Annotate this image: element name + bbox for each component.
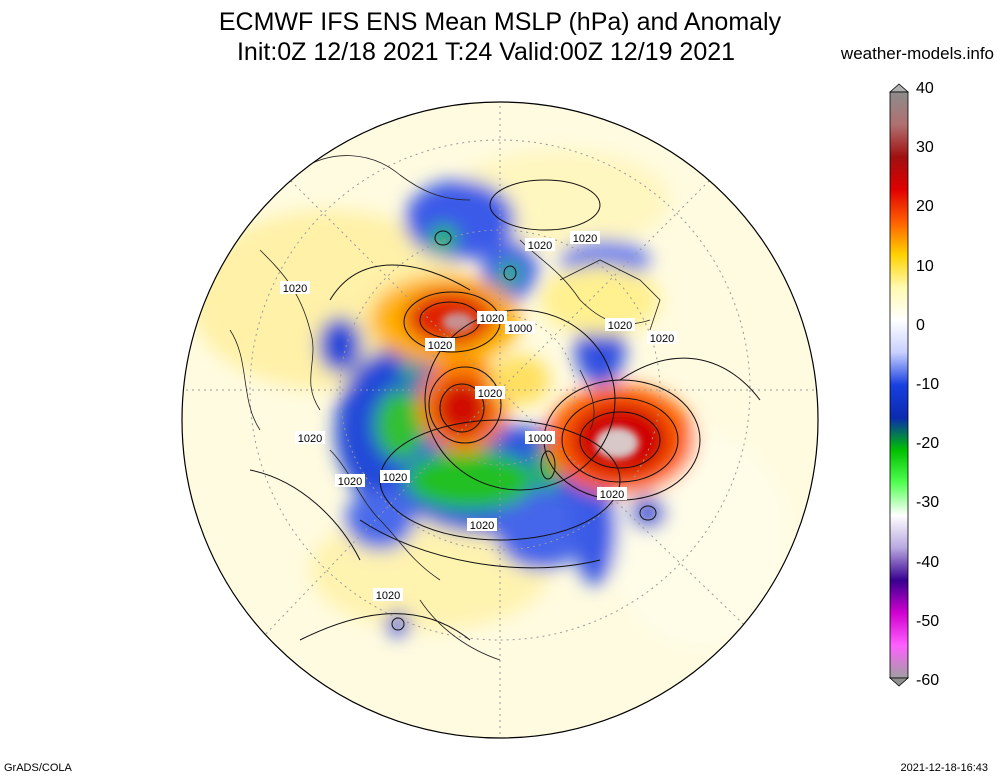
site-credit: weather-models.info	[840, 44, 994, 63]
svg-text:1020: 1020	[298, 433, 322, 445]
colorbar-tick-label: -10	[916, 376, 940, 393]
software-credit: GrADS/COLA	[4, 762, 72, 774]
colorbar-bottom-arrow	[888, 677, 910, 687]
svg-text:1020: 1020	[376, 590, 400, 602]
isobar-label: 1020	[477, 311, 507, 325]
svg-text:1020: 1020	[283, 283, 307, 295]
isobar-label: 1020	[280, 281, 310, 295]
isobar-label: 1020	[467, 518, 497, 532]
colorbar-bar	[889, 91, 909, 679]
colorbar-tick-label: 0	[916, 316, 925, 334]
colorbar-tick-label: 20	[916, 198, 934, 216]
chart-title: ECMWF IFS ENS Mean MSLP (hPa) and Anomal…	[218, 8, 782, 36]
svg-text:1020: 1020	[608, 320, 632, 332]
isobar-label: 1020	[373, 588, 403, 602]
chart-subtitle: Init:0Z 12/18 2021 T:24 Valid:00Z 12/19 …	[236, 38, 736, 66]
isobar-label: 1020	[605, 318, 635, 332]
colorbar-tick-label: 10	[916, 257, 934, 275]
isobar-label: 1020	[597, 487, 627, 501]
svg-text:1020: 1020	[528, 240, 552, 252]
svg-text:1020: 1020	[428, 340, 452, 352]
colorbar	[888, 83, 910, 687]
isobar-label: 1020	[475, 386, 505, 400]
svg-text:1000: 1000	[508, 323, 532, 335]
svg-text:1020: 1020	[470, 520, 494, 532]
colorbar-tick-label: 30	[916, 139, 934, 157]
colorbar-tick-label: -20	[916, 435, 940, 453]
svg-text:1020: 1020	[383, 472, 407, 484]
svg-text:1020: 1020	[338, 476, 362, 488]
colorbar-top-arrow	[888, 83, 910, 93]
map-disk	[182, 102, 818, 738]
colorbar-tick-label: -50	[916, 612, 940, 630]
isobar-label: 1020	[525, 238, 555, 252]
svg-text:1020: 1020	[478, 388, 502, 400]
svg-text:1020: 1020	[650, 333, 674, 345]
isobar-label: 1020	[295, 431, 325, 445]
svg-text:1020: 1020	[600, 489, 624, 501]
colorbar-tick-label: 40	[916, 80, 934, 97]
isobar-label: 1020	[425, 338, 455, 352]
isobar-label: 1020	[335, 474, 365, 488]
colorbar-tick-label: -60	[916, 672, 940, 689]
map-border	[181, 101, 819, 739]
isobar-label: 1000	[525, 431, 555, 445]
anomaly-fields	[190, 150, 790, 650]
isobar-label: 1000	[505, 321, 535, 335]
colorbar-tick-label: -30	[916, 494, 940, 512]
isobar-label: 1020	[380, 470, 410, 484]
isobar-labels: 1020 1020 1020 1000 1020 1020 1020 1020 1020 1000…	[280, 231, 677, 602]
colorbar-tick-label: -40	[916, 553, 940, 571]
svg-text:1020: 1020	[480, 313, 504, 325]
render-timestamp: 2021-12-18-16:43	[900, 762, 988, 774]
isobar-label: 1020	[647, 331, 677, 345]
svg-text:1000: 1000	[528, 433, 552, 445]
isobar-label: 1020	[570, 231, 600, 245]
svg-text:1020: 1020	[573, 233, 597, 245]
anomaly-extremes	[442, 312, 639, 459]
